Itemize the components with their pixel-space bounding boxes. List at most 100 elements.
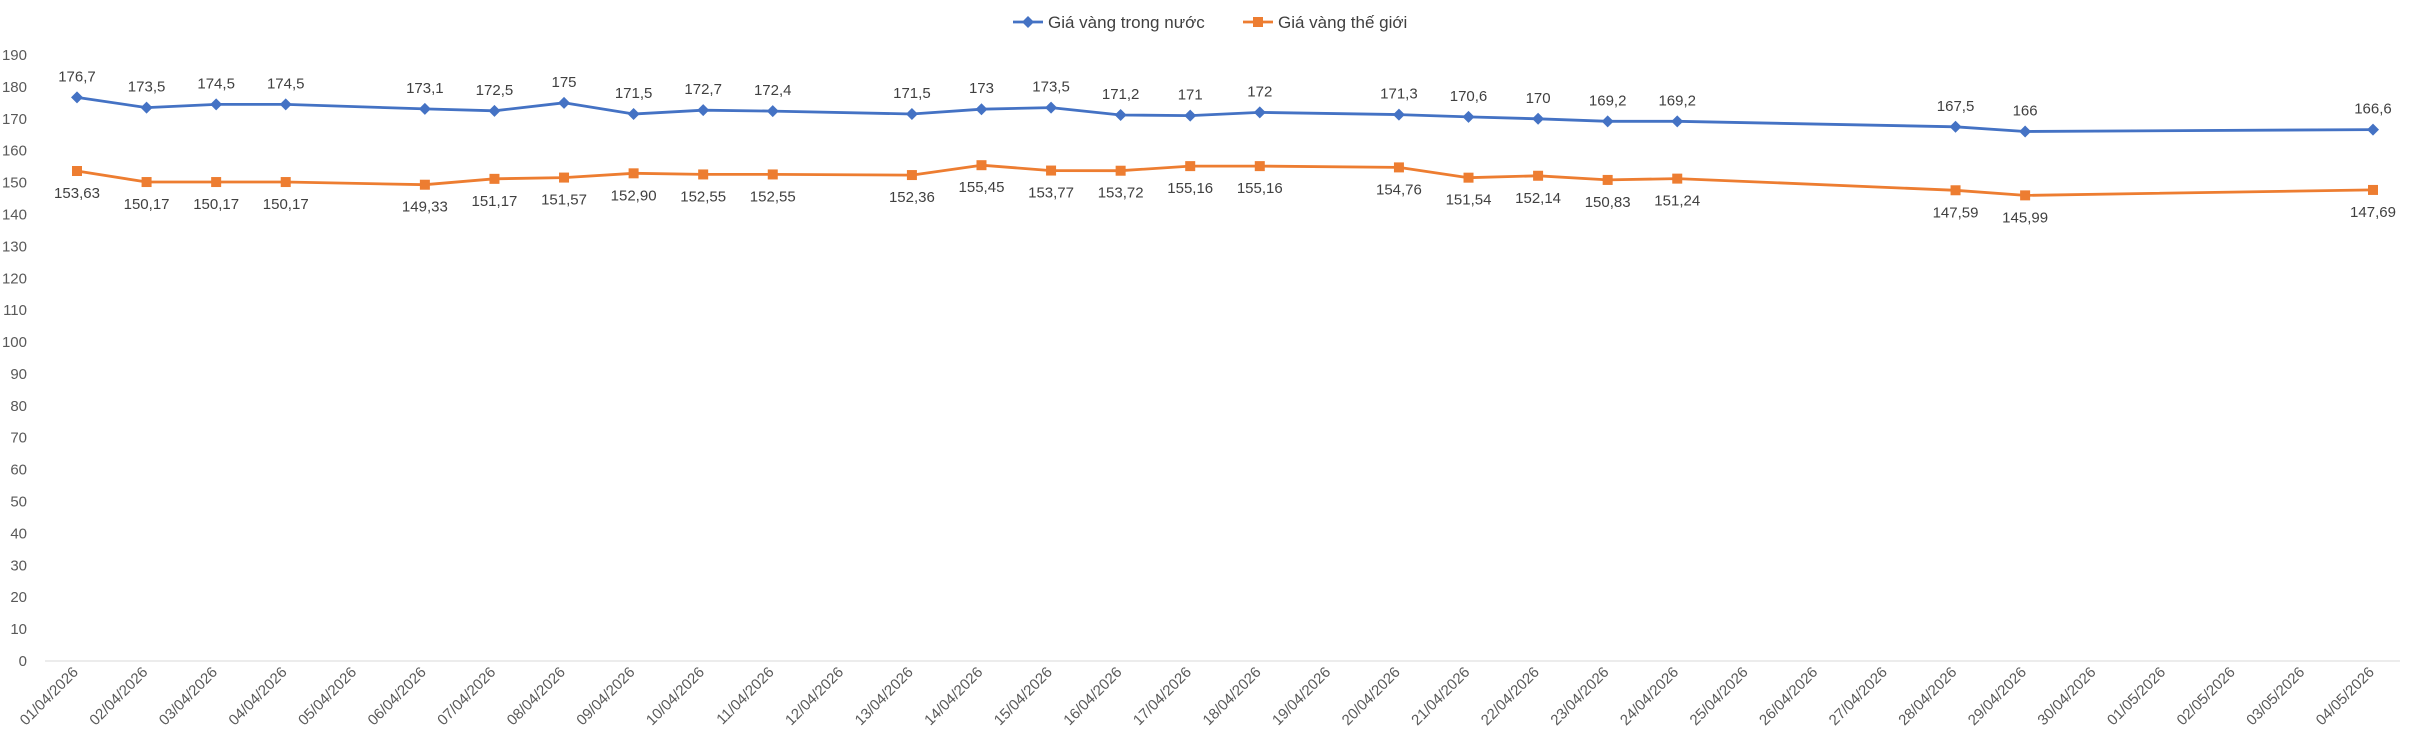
data-point: [1185, 161, 1196, 172]
data-point: [418, 102, 431, 115]
x-tick-label: 20/04/2026: [1339, 664, 1404, 729]
y-tick-label: 20: [10, 589, 27, 606]
x-tick-label: 15/04/2026: [991, 664, 1056, 729]
x-tick-label: 25/04/2026: [1687, 664, 1752, 729]
x-tick-label: 21/04/2026: [1408, 664, 1473, 729]
data-label: 173,5: [128, 79, 166, 96]
data-point: [1949, 120, 1962, 133]
x-tick-label: 17/04/2026: [1130, 664, 1195, 729]
x-tick-label: 04/04/2026: [225, 664, 290, 729]
data-label: 153,63: [54, 185, 100, 202]
x-tick-label: 02/04/2026: [86, 664, 151, 729]
y-tick-label: 10: [10, 621, 27, 638]
data-label: 173,1: [406, 80, 444, 97]
y-tick-label: 80: [10, 398, 27, 415]
x-tick-label: 02/05/2026: [2174, 664, 2239, 729]
data-label: 172,4: [754, 82, 792, 99]
data-point: [279, 98, 292, 111]
data-point: [419, 179, 430, 190]
data-label: 172: [1247, 83, 1272, 100]
data-point: [975, 103, 988, 116]
x-tick-label: 07/04/2026: [434, 664, 499, 729]
y-tick-label: 180: [2, 79, 27, 96]
legend-marker: [1253, 17, 1263, 27]
x-tick-label: 11/04/2026: [713, 664, 777, 728]
data-label: 150,17: [263, 196, 309, 213]
data-point: [1533, 170, 1544, 181]
data-point: [211, 177, 222, 188]
y-tick-label: 40: [10, 525, 27, 542]
data-label: 155,16: [1167, 180, 1213, 197]
x-axis: 01/04/2026 02/04/2026 03/04/2026 04/04/2026…: [17, 660, 2400, 729]
y-tick-label: 30: [10, 557, 27, 574]
x-tick-label: 30/04/2026: [2034, 664, 2099, 729]
x-tick-label: 03/04/2026: [156, 664, 221, 729]
data-point: [628, 168, 639, 179]
data-point: [2367, 123, 2379, 136]
x-tick-label: 28/04/2026: [1895, 664, 1960, 729]
y-tick-label: 120: [2, 270, 27, 287]
data-label: 149,33: [402, 199, 448, 216]
data-point: [1532, 112, 1545, 125]
data-label: 171,2: [1102, 86, 1140, 103]
data-label: 169,2: [1658, 92, 1696, 109]
data-point: [1114, 108, 1127, 121]
data-label: 173,5: [1032, 79, 1070, 96]
data-label: 167,5: [1937, 98, 1975, 115]
y-tick-label: 0: [19, 653, 27, 670]
data-label: 151,24: [1654, 193, 1700, 210]
data-point: [1393, 162, 1404, 173]
data-point: [1950, 185, 1961, 196]
data-point: [1462, 110, 1475, 123]
data-point: [627, 108, 640, 121]
x-tick-label: 09/04/2026: [573, 664, 638, 729]
data-point: [906, 170, 917, 181]
data-label: 150,17: [124, 196, 170, 213]
x-tick-label: 04/05/2026: [2313, 664, 2378, 729]
data-label: 147,69: [2350, 204, 2396, 221]
data-label: 153,77: [1028, 185, 1074, 202]
data-point: [210, 98, 223, 111]
data-label: 169,2: [1589, 92, 1627, 109]
x-tick-label: 26/04/2026: [1756, 664, 1821, 729]
data-labels: 176,7 173,5 174,5 174,5 173,1 172,5 175 171,5 17…: [54, 68, 2396, 226]
y-tick-label: 50: [10, 494, 27, 511]
y-tick-label: 130: [2, 238, 27, 255]
x-tick-label: 03/05/2026: [2243, 664, 2308, 729]
y-tick-label: 170: [2, 111, 27, 128]
y-tick-label: 100: [2, 334, 27, 351]
data-label: 172,5: [476, 82, 514, 99]
data-label: 166: [2013, 103, 2038, 120]
legend-label: Giá vàng trong nước: [1048, 13, 1205, 32]
series-domestic: [71, 91, 2379, 138]
data-label: 154,76: [1376, 181, 1422, 198]
data-label: 171,5: [615, 85, 653, 102]
legend-marker: [1022, 16, 1034, 28]
data-label: 152,14: [1515, 190, 1561, 207]
data-point: [2020, 190, 2031, 201]
data-point: [1672, 173, 1683, 184]
data-point: [489, 173, 500, 184]
y-tick-label: 60: [10, 462, 27, 479]
x-tick-label: 05/04/2026: [295, 664, 360, 729]
data-label: 145,99: [2002, 209, 2048, 226]
x-tick-label: 13/04/2026: [852, 664, 917, 729]
series-line: [76, 96, 2374, 133]
data-label: 170,6: [1450, 88, 1488, 105]
data-point: [905, 108, 918, 121]
data-point: [559, 172, 570, 183]
data-point: [1392, 108, 1405, 121]
y-tick-label: 190: [2, 47, 27, 64]
y-axis: 0 10 20 30 40 50 60 70 80 90 100 110 120 130 140 150 160…: [2, 47, 27, 670]
data-label: 147,59: [1933, 204, 1979, 221]
x-tick-label: 23/04/2026: [1547, 664, 1612, 729]
data-point: [1253, 106, 1266, 119]
data-label: 152,55: [750, 188, 796, 205]
data-label: 166,6: [2354, 101, 2392, 118]
data-point: [1671, 115, 1684, 128]
data-label: 176,7: [58, 68, 96, 85]
data-label: 171,3: [1380, 86, 1418, 103]
data-label: 152,36: [889, 189, 935, 206]
data-point: [2019, 125, 2032, 138]
data-point: [71, 91, 83, 104]
